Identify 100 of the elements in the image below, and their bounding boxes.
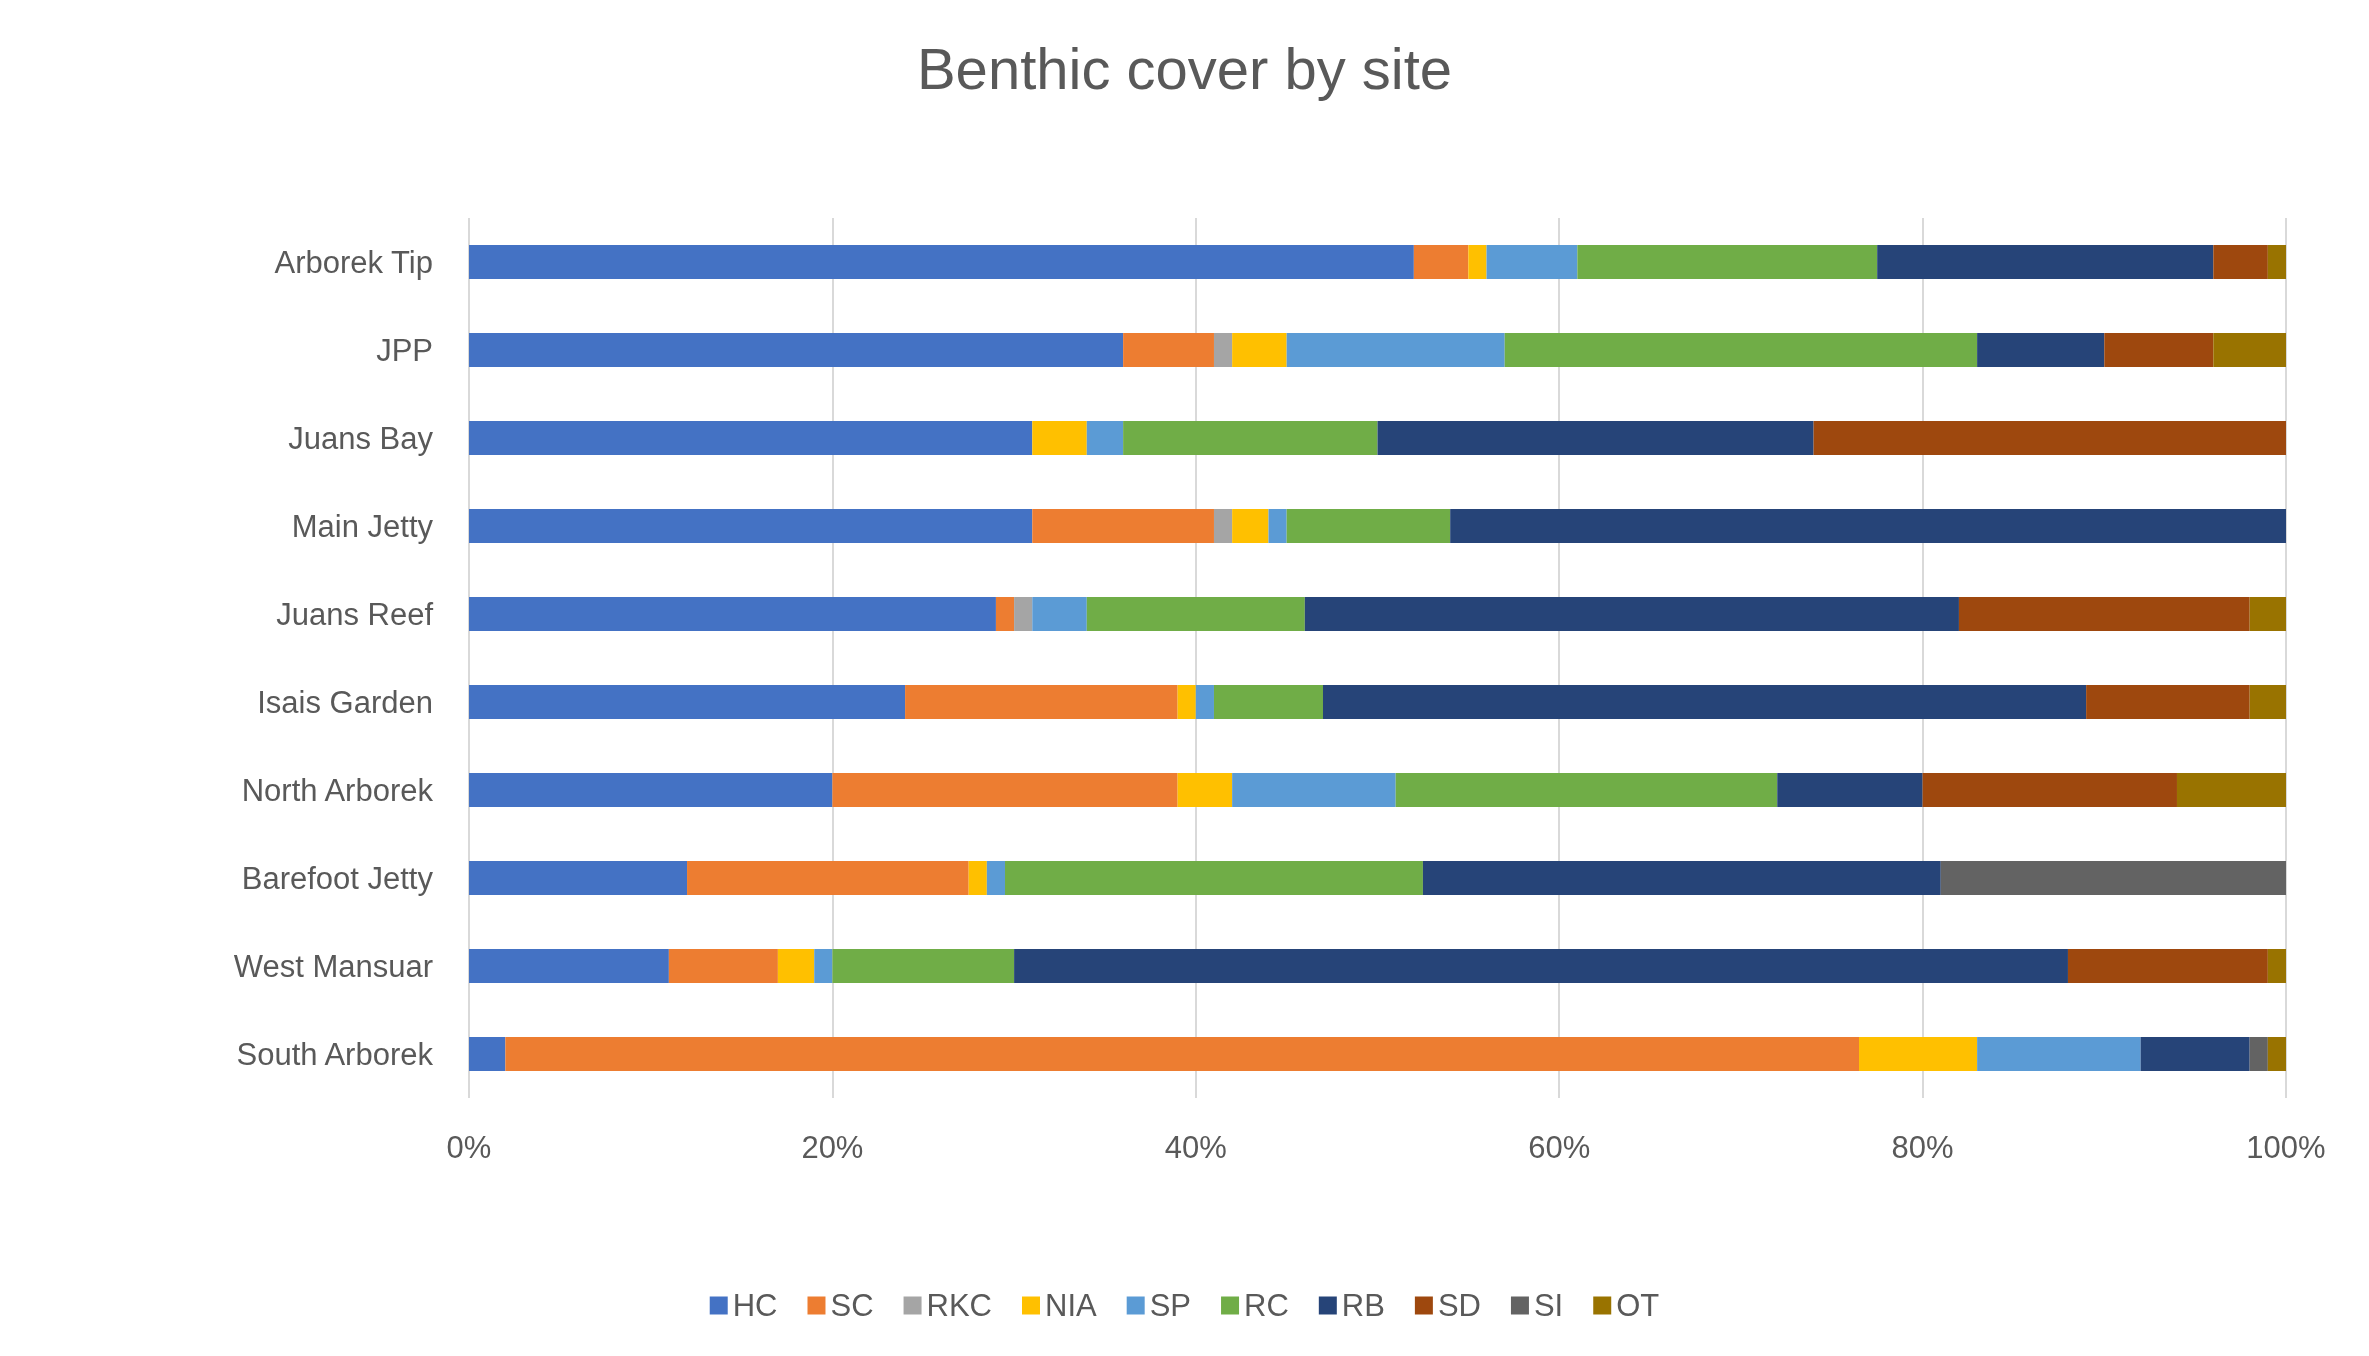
bar (1268, 509, 1287, 543)
y-tick-label: JPP (376, 332, 433, 368)
legend-label: RKC (926, 1288, 993, 1323)
bar (469, 949, 669, 983)
bar (1377, 421, 1814, 455)
legend-label: SI (1533, 1288, 1564, 1323)
bar (968, 861, 987, 895)
bar (1777, 773, 1923, 807)
bar (2267, 949, 2286, 983)
bar (505, 1037, 1860, 1071)
bar (469, 1037, 506, 1071)
bar (1177, 773, 1233, 807)
bar (1177, 685, 1196, 719)
bar (832, 949, 1015, 983)
y-tick-label: North Arborek (241, 772, 434, 808)
bar (1977, 333, 2105, 367)
bar (469, 773, 833, 807)
bar (1422, 861, 1941, 895)
bar (986, 861, 1006, 895)
bar (1450, 509, 2286, 543)
bar (1486, 245, 1578, 279)
x-tick-label: 100% (2246, 1130, 2326, 1165)
bar (1859, 1037, 1978, 1071)
y-tick-label: Isais Garden (257, 684, 433, 720)
legend-label: OT (1616, 1288, 1660, 1323)
bar (2067, 949, 2268, 983)
y-tick-label: Juans Bay (288, 420, 434, 456)
bar (2267, 245, 2286, 279)
bar (2140, 1037, 2250, 1071)
x-tick-label: 20% (801, 1130, 864, 1165)
bar (1005, 861, 1423, 895)
bar (1086, 597, 1305, 631)
y-tick-label: Barefoot Jetty (241, 860, 434, 896)
legend-label: HC (732, 1288, 778, 1323)
y-tick-label: South Arborek (236, 1036, 434, 1072)
bar (1413, 245, 1469, 279)
bar (1304, 597, 1959, 631)
bar (1977, 1037, 2141, 1071)
legend-label: SC (830, 1288, 874, 1323)
bar (2176, 773, 2286, 807)
chart-title: Benthic cover by site (916, 35, 1453, 101)
bar (1032, 597, 1087, 631)
bar (1922, 773, 2177, 807)
bar (469, 421, 1033, 455)
x-tick-label: 80% (1891, 1130, 1954, 1165)
bar (1123, 421, 1378, 455)
x-tick-label: 60% (1528, 1130, 1591, 1165)
bar (1032, 509, 1214, 543)
bar (469, 685, 906, 719)
bar (777, 949, 815, 983)
legend-label: RB (1341, 1288, 1385, 1323)
bar (2249, 685, 2286, 719)
bar (668, 949, 778, 983)
bar (814, 949, 833, 983)
x-tick-label: 0% (446, 1130, 492, 1165)
bar (1958, 597, 2250, 631)
bar (469, 333, 1124, 367)
bar (1877, 245, 2214, 279)
bar (2213, 333, 2286, 367)
bar (1086, 421, 1124, 455)
bar (1213, 685, 1323, 719)
bar (1195, 685, 1214, 719)
bar (687, 861, 969, 895)
bar (2249, 597, 2286, 631)
bar (1504, 333, 1978, 367)
bar (1032, 421, 1087, 455)
bar (1468, 245, 1487, 279)
y-tick-label: Juans Reef (276, 596, 434, 632)
y-tick-label: Arborek Tip (274, 244, 433, 280)
bar (1322, 685, 2087, 719)
bar (1232, 773, 1396, 807)
bar (2104, 333, 2214, 367)
legend-label: SD (1437, 1288, 1481, 1323)
bar (995, 597, 1015, 631)
bar (832, 773, 1178, 807)
bar (469, 861, 688, 895)
bar (1014, 597, 1033, 631)
bar (2086, 685, 2250, 719)
bar (1395, 773, 1778, 807)
bar (469, 509, 1033, 543)
bar (1014, 949, 2068, 983)
bar (1940, 861, 2286, 895)
y-tick-label: West Mansuar (233, 948, 433, 984)
bar (1286, 509, 1451, 543)
y-tick-label: Main Jetty (291, 508, 434, 544)
bar (905, 685, 1178, 719)
bar (2213, 245, 2268, 279)
legend-label: RC (1244, 1288, 1289, 1323)
bar (469, 245, 1414, 279)
bar (1577, 245, 1878, 279)
legend-label: SP (1149, 1288, 1192, 1323)
bar (1813, 421, 2286, 455)
x-tick-label: 40% (1164, 1130, 1227, 1165)
bar (2249, 1037, 2268, 1071)
bar (1123, 333, 1214, 367)
bar (1213, 509, 1233, 543)
bar (2267, 1037, 2286, 1071)
bar (1232, 509, 1269, 543)
bar (469, 597, 996, 631)
legend-label: NIA (1045, 1288, 1098, 1323)
